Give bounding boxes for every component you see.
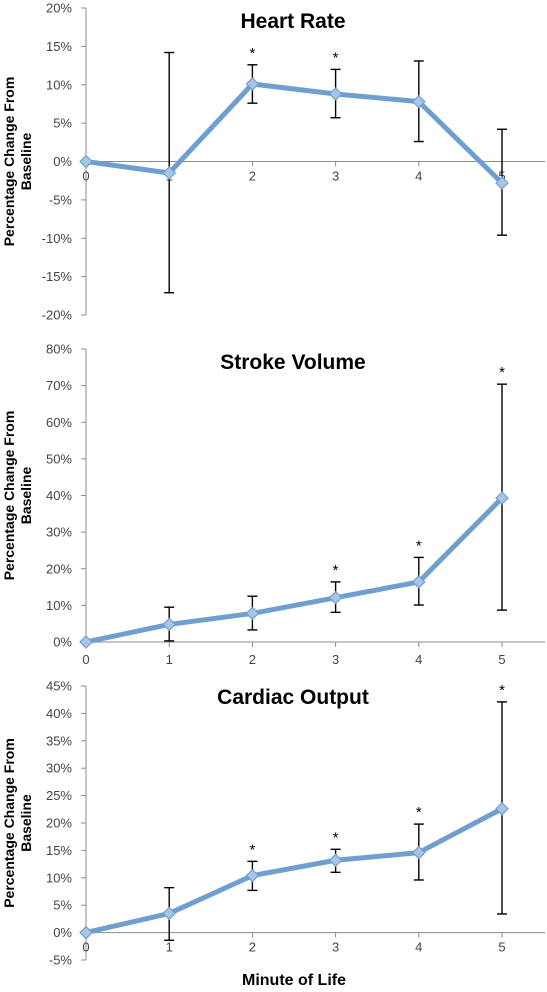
y-tick-label: 5% bbox=[53, 116, 72, 131]
y-tick-label: 5% bbox=[53, 898, 72, 913]
data-point bbox=[411, 845, 426, 860]
y-tick-label: 50% bbox=[46, 451, 72, 466]
y-tick-label: 10% bbox=[46, 870, 72, 885]
x-tick-label: 1 bbox=[166, 940, 173, 955]
y-axis-label-line: Percentage Change From bbox=[1, 411, 17, 581]
series-line bbox=[83, 806, 505, 936]
y-tick-label: 0% bbox=[53, 635, 72, 650]
x-tick-label: 2 bbox=[249, 652, 256, 667]
x-tick-label: 4 bbox=[415, 652, 422, 667]
y-axis-label: Percentage Change FromBaseline bbox=[1, 77, 34, 247]
x-tick-label: 3 bbox=[332, 940, 339, 955]
significance-marker: * bbox=[249, 45, 255, 62]
y-tick-label: 45% bbox=[46, 679, 72, 694]
significance-marker: * bbox=[499, 364, 505, 381]
x-axis-label: Minute of Life bbox=[242, 972, 346, 989]
data-point bbox=[245, 77, 260, 91]
y-tick-label: 25% bbox=[46, 788, 72, 803]
data-point bbox=[162, 617, 177, 632]
data-point bbox=[411, 575, 426, 589]
y-tick-label: 20% bbox=[46, 561, 72, 576]
data-point bbox=[245, 606, 260, 621]
data-point bbox=[411, 94, 426, 109]
x-tick-label: 0 bbox=[82, 940, 89, 955]
y-tick-label: 30% bbox=[46, 525, 72, 540]
x-tick-label: 2 bbox=[249, 940, 256, 955]
significance-marker: * bbox=[333, 49, 339, 66]
y-tick-label: -10% bbox=[42, 231, 73, 246]
significance-marker: * bbox=[416, 537, 422, 554]
y-axis-label: Percentage Change FromBaseline bbox=[1, 738, 34, 908]
y-tick-label: 15% bbox=[46, 39, 72, 54]
x-tick-label: 0 bbox=[82, 169, 89, 184]
x-tick-label: 5 bbox=[498, 652, 505, 667]
y-axis-label-line: Baseline bbox=[18, 466, 34, 524]
x-tick-label: 0 bbox=[82, 652, 89, 667]
y-axis-label-line: Baseline bbox=[18, 794, 34, 852]
y-tick-label: 60% bbox=[46, 415, 72, 430]
x-tick-label: 4 bbox=[415, 940, 422, 955]
data-point bbox=[79, 154, 93, 169]
y-tick-label: 40% bbox=[46, 488, 72, 503]
data-point bbox=[79, 925, 93, 940]
y-tick-label: 15% bbox=[46, 843, 72, 858]
data-point bbox=[162, 906, 177, 921]
chart-panel: 45% 40% 35% 30% 25% 20% 15% 10% 5% 0% -5% 0 1 2 3 4 5 * * *… bbox=[1, 679, 545, 989]
x-tick-label: 3 bbox=[332, 652, 339, 667]
chart-title: Cardiac Output bbox=[217, 686, 369, 709]
chart-panel: 20%15%10%5%0%-5%-10%-15%-20%012345**Hear… bbox=[1, 1, 545, 323]
significance-marker: * bbox=[499, 682, 505, 699]
y-axis-label-line: Baseline bbox=[18, 132, 34, 190]
data-point bbox=[79, 635, 93, 649]
y-tick-label: 0% bbox=[53, 154, 72, 169]
y-tick-label: 10% bbox=[46, 598, 72, 613]
y-tick-label: 80% bbox=[46, 342, 72, 357]
y-tick-label: 10% bbox=[46, 77, 72, 92]
y-axis-label-line: Percentage Change From bbox=[1, 77, 17, 247]
y-axis-label-line: Percentage Change From bbox=[1, 738, 17, 908]
data-point bbox=[328, 590, 343, 605]
y-tick-label: -5% bbox=[49, 953, 73, 968]
data-point bbox=[495, 491, 509, 505]
significance-marker: * bbox=[416, 804, 422, 821]
chart-title: Heart Rate bbox=[240, 10, 345, 33]
data-point bbox=[328, 853, 343, 868]
x-tick-label: 3 bbox=[332, 169, 339, 184]
significance-marker: * bbox=[249, 841, 255, 858]
y-tick-label: -20% bbox=[42, 308, 73, 323]
chart-panel: 80% 70% 60% 50% 40% 30% 20% 10% 0% 0 1 2 3 4 5 * * * Strok… bbox=[1, 342, 545, 667]
y-tick-label: 70% bbox=[46, 378, 72, 393]
y-axis-label: Percentage Change FromBaseline bbox=[1, 411, 34, 581]
data-point bbox=[495, 176, 509, 190]
y-tick-label: 35% bbox=[46, 733, 72, 748]
x-tick-label: 2 bbox=[249, 169, 256, 184]
series-line bbox=[83, 81, 505, 186]
x-tick-label: 4 bbox=[415, 169, 422, 184]
y-tick-label: 30% bbox=[46, 761, 72, 776]
y-tick-label: 40% bbox=[46, 706, 72, 721]
x-tick-label: 5 bbox=[498, 940, 505, 955]
significance-marker: * bbox=[333, 562, 339, 579]
data-point bbox=[162, 166, 177, 180]
y-tick-label: 20% bbox=[46, 816, 72, 831]
x-tick-label: 1 bbox=[166, 652, 173, 667]
series-line bbox=[83, 495, 505, 645]
data-point bbox=[245, 868, 260, 883]
y-tick-label: 20% bbox=[46, 1, 72, 16]
y-tick-label: -5% bbox=[49, 192, 73, 207]
significance-marker: * bbox=[333, 829, 339, 846]
data-point bbox=[328, 87, 343, 101]
data-point bbox=[495, 801, 509, 816]
chart-title: Stroke Volume bbox=[220, 351, 365, 374]
y-tick-label: 0% bbox=[53, 925, 72, 940]
y-tick-label: -15% bbox=[42, 269, 73, 284]
